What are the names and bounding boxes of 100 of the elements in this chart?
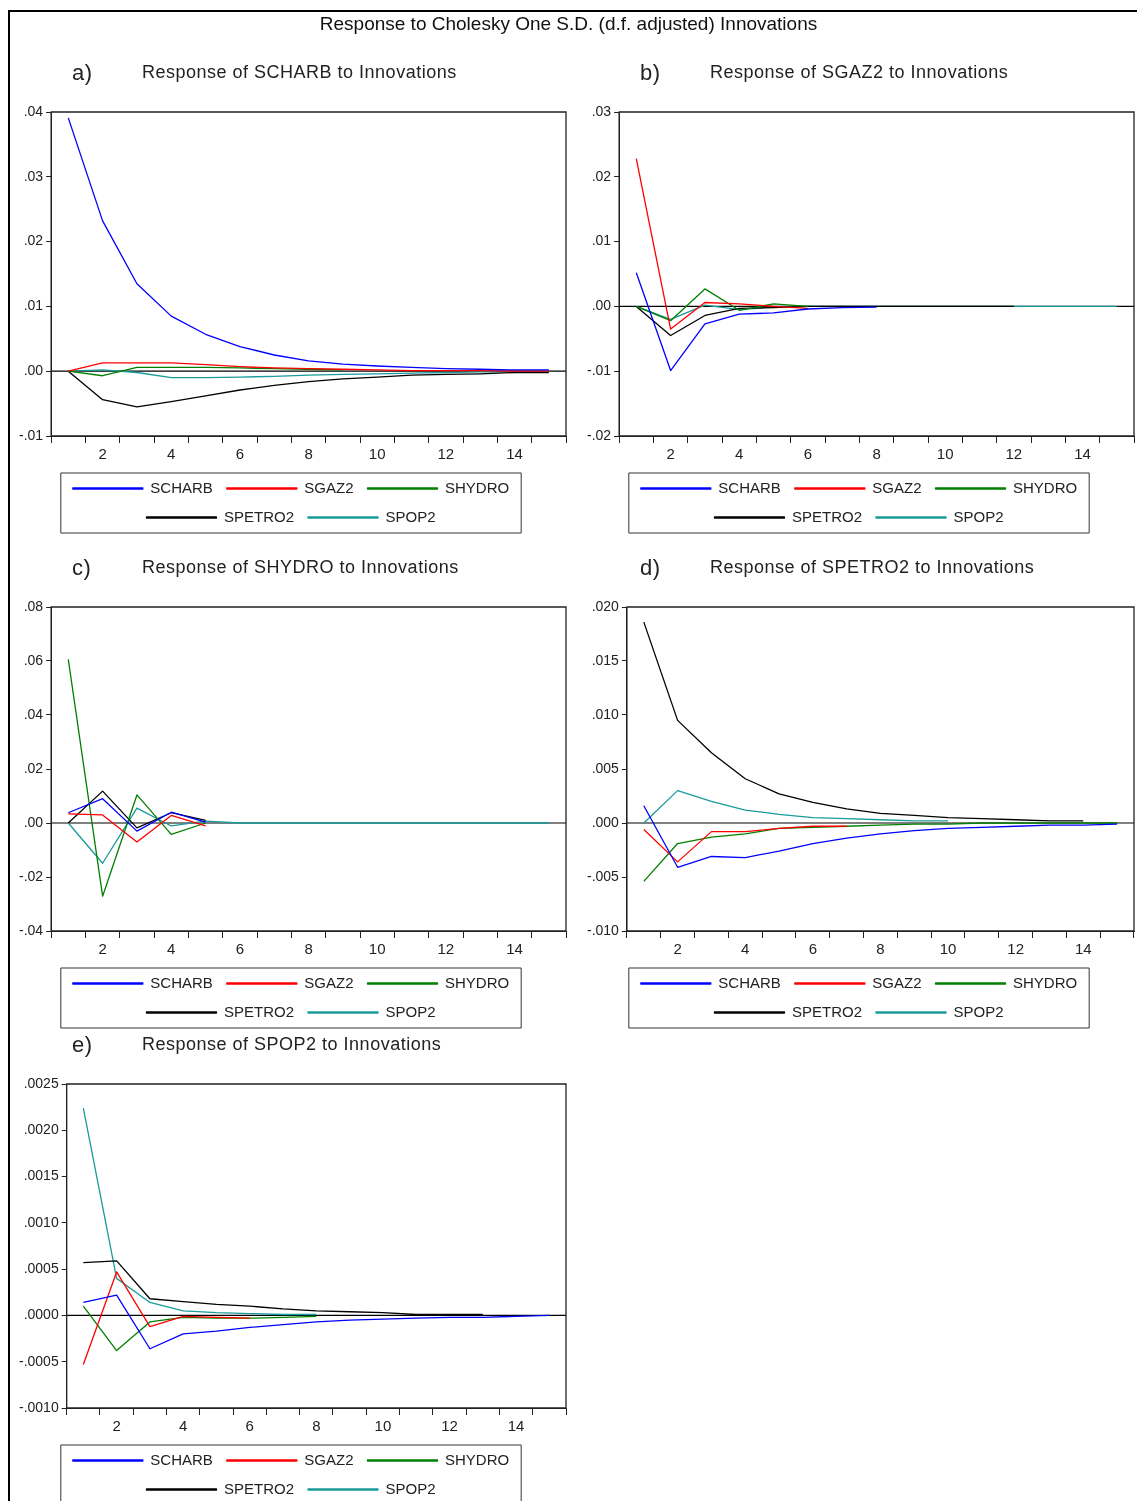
x-tick-label: 12 (441, 1417, 458, 1435)
y-tick-label: -.010 (586, 921, 620, 938)
x-tick-label: 6 (803, 445, 813, 463)
y-tick-label: .04 (23, 102, 44, 119)
legend-label: SGAZ2 (872, 478, 922, 496)
legend-label: SCHARB (718, 973, 781, 991)
y-tick-label: .00 (591, 297, 612, 314)
x-tick-label: 10 (374, 1417, 392, 1435)
chart-title: Response of SPOP2 to Innovations (142, 1034, 442, 1055)
legend-label: SPOP2 (953, 507, 1004, 525)
y-tick-label: -.02 (587, 426, 612, 443)
y-tick-label: -.0010 (18, 1398, 59, 1415)
x-tick-label: 4 (167, 940, 176, 958)
y-tick-label: .02 (23, 759, 44, 776)
legend-label: SGAZ2 (304, 478, 354, 496)
x-tick-label: 10 (368, 940, 386, 958)
x-tick-label: 4 (741, 940, 750, 958)
x-tick-label: 2 (673, 940, 682, 958)
x-tick-label: 8 (876, 940, 885, 958)
chart-title: Response of SPETRO2 to Innovations (710, 557, 1035, 578)
y-tick-label: .02 (23, 232, 44, 249)
y-tick-label: .0005 (23, 1260, 59, 1276)
text: b) (640, 60, 661, 86)
text: Response to Cholesky One S.D. (d.f. adjusted) Innovations (318, 13, 819, 35)
chart-title: Response of SHYDRO to Innovations (142, 557, 459, 578)
x-tick-label: 10 (936, 445, 954, 463)
legend-label: SHYDRO (445, 1450, 510, 1468)
x-tick-label: 14 (1074, 940, 1092, 958)
legend-label: SGAZ2 (304, 1450, 354, 1468)
legend-label: SPOP2 (953, 1002, 1004, 1020)
x-tick-label: 14 (506, 445, 523, 463)
chart-title: Response of SCHARB to Innovations (142, 62, 457, 83)
x-tick-label: 8 (304, 940, 313, 958)
chart-title: Response of SGAZ2 to Innovations (710, 62, 1009, 83)
text: d) (640, 555, 661, 581)
y-tick-label: .04 (23, 705, 44, 722)
x-tick-label: 8 (304, 445, 313, 463)
y-tick-label: -.01 (19, 426, 44, 443)
y-tick-label: -.01 (587, 362, 612, 379)
y-tick-label: .01 (23, 297, 44, 314)
y-tick-label: .0025 (23, 1074, 59, 1091)
x-tick-label: 14 (1074, 445, 1091, 463)
x-tick-label: 6 (235, 445, 245, 463)
y-tick-label: -.0005 (18, 1352, 59, 1369)
y-tick-label: -.005 (586, 867, 620, 884)
x-tick-label: 6 (245, 1417, 254, 1435)
x-tick-label: 12 (1005, 445, 1023, 463)
legend-label: SPOP2 (385, 1002, 436, 1020)
x-tick-label: 6 (808, 940, 818, 958)
legend-label: SPOP2 (385, 507, 436, 525)
y-tick-label: .00 (23, 362, 44, 379)
x-tick-label: 10 (368, 445, 386, 463)
x-tick-label: 12 (437, 445, 455, 463)
legend-label: SHYDRO (1013, 973, 1078, 991)
legend-label: SCHARB (150, 1450, 213, 1468)
y-tick-label: .010 (591, 705, 620, 722)
y-tick-label: .0020 (23, 1121, 59, 1138)
legend-label: SPETRO2 (791, 1002, 863, 1020)
y-tick-label: .0010 (23, 1213, 59, 1230)
legend-label: SPETRO2 (223, 1479, 295, 1497)
legend-label: SPETRO2 (223, 1002, 295, 1020)
x-tick-label: 4 (179, 1417, 188, 1435)
x-tick-label: 2 (98, 445, 107, 463)
y-tick-label: .015 (591, 651, 620, 668)
legend-label: SHYDRO (1013, 478, 1078, 496)
x-tick-label: 4 (167, 445, 176, 463)
y-tick-label: .005 (591, 759, 620, 776)
text: c) (72, 555, 92, 581)
x-tick-label: 14 (506, 940, 523, 958)
legend-label: SCHARB (718, 478, 781, 496)
y-tick-label: .08 (23, 597, 44, 614)
text: e) (72, 1032, 93, 1058)
legend-label: SPOP2 (385, 1479, 436, 1497)
legend-label: SPETRO2 (223, 507, 295, 525)
y-tick-label: .0000 (23, 1306, 59, 1323)
x-tick-label: 6 (235, 940, 245, 958)
x-tick-label: 12 (437, 940, 455, 958)
y-tick-label: .0015 (23, 1167, 59, 1184)
x-tick-label: 4 (735, 445, 744, 463)
x-tick-label: 12 (1007, 940, 1025, 958)
x-tick-label: 14 (507, 1417, 525, 1435)
text: a) (72, 60, 93, 86)
x-tick-label: 2 (98, 940, 107, 958)
y-tick-label: -.02 (19, 867, 44, 884)
y-tick-label: .000 (591, 813, 620, 830)
legend-label: SGAZ2 (304, 973, 354, 991)
legend-label: SPETRO2 (791, 507, 863, 525)
y-tick-label: .020 (591, 597, 620, 614)
x-tick-label: 2 (112, 1417, 121, 1435)
legend-label: SCHARB (150, 478, 213, 496)
legend-label: SGAZ2 (872, 973, 922, 991)
x-tick-label: 8 (312, 1417, 321, 1435)
y-tick-label: -.04 (19, 921, 44, 938)
legend-label: SHYDRO (445, 478, 510, 496)
x-tick-label: 8 (872, 445, 881, 463)
y-tick-label: .02 (591, 167, 612, 184)
y-tick-label: .06 (23, 651, 44, 668)
y-tick-label: .03 (591, 102, 612, 119)
legend-label: SCHARB (150, 973, 213, 991)
y-tick-label: .03 (23, 167, 44, 184)
